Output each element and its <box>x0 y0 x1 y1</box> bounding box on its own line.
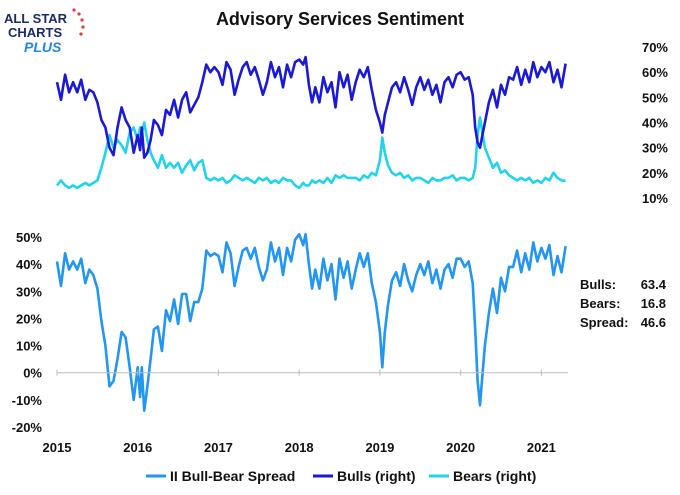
top-y-tick-label: 50% <box>642 90 668 105</box>
bottom-y-tick-label: 10% <box>16 339 42 354</box>
legend-label: II Bull-Bear Spread <box>170 468 295 484</box>
top-y-tick-label: 60% <box>642 65 668 80</box>
logo-line2: CHARTS <box>8 25 62 40</box>
bottom-y-tick-label: 0% <box>23 366 42 381</box>
x-tick-label: 2019 <box>365 440 394 455</box>
stat-bulls-label: Bulls: <box>580 277 616 292</box>
logo-stars <box>72 8 85 36</box>
top-panel: 70% 60% 50% 40% 30% 20% 10% <box>55 40 668 206</box>
legend: II Bull-Bear Spread Bulls (right) Bears (r… <box>146 468 536 484</box>
stat-spread-value: 46.6 <box>641 315 666 330</box>
stat-bulls-value: 63.4 <box>641 277 667 292</box>
legend-label: Bears (right) <box>453 468 536 484</box>
top-y-tick-label: 40% <box>642 116 668 131</box>
spread-line <box>55 233 567 413</box>
logo-line3: PLUS <box>24 39 62 55</box>
bottom-y-tick-label: 30% <box>16 284 42 299</box>
x-tick-label: 2021 <box>527 440 556 455</box>
stats-box: Bulls: 63.4 Bears: 16.8 Spread: 46.6 <box>580 277 667 330</box>
bulls-line <box>55 55 567 159</box>
chart-title: Advisory Services Sentiment <box>216 9 464 29</box>
bottom-y-tick-label: 50% <box>16 230 42 245</box>
stat-spread-label: Spread: <box>580 315 628 330</box>
legend-label: Bulls (right) <box>337 468 416 484</box>
stat-bears-value: 16.8 <box>641 296 666 311</box>
bottom-y-tick-label: -20% <box>12 420 43 435</box>
x-tick-label: 2020 <box>446 440 475 455</box>
logo-line1: ALL STAR <box>4 11 68 26</box>
stat-bears-label: Bears: <box>580 296 620 311</box>
top-y-tick-label: 20% <box>642 166 668 181</box>
x-tick-label: 2015 <box>43 440 72 455</box>
top-y-tick-label: 70% <box>642 40 668 55</box>
brand-logo: ALL STAR CHARTS PLUS <box>4 8 85 55</box>
top-y-tick-label: 10% <box>642 191 668 206</box>
top-y-tick-label: 30% <box>642 141 668 156</box>
x-axis: 2015 2016 2017 2018 2019 2020 2021 <box>43 369 568 455</box>
x-tick-label: 2018 <box>285 440 314 455</box>
bottom-y-tick-label: -10% <box>12 393 43 408</box>
bottom-y-tick-label: 40% <box>16 257 42 272</box>
bottom-y-tick-label: 20% <box>16 311 42 326</box>
x-tick-label: 2016 <box>123 440 152 455</box>
bottom-panel: 50% 40% 30% 20% 10% 0% -10% -20% <box>12 230 567 435</box>
x-tick-label: 2017 <box>204 440 233 455</box>
